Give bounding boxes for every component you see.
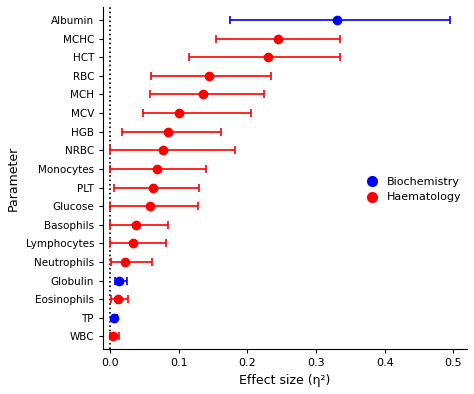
Y-axis label: Parameter: Parameter — [7, 146, 20, 211]
X-axis label: Effect size (η²): Effect size (η²) — [239, 374, 331, 387]
Legend: Biochemistry, Haematology: Biochemistry, Haematology — [361, 177, 462, 203]
